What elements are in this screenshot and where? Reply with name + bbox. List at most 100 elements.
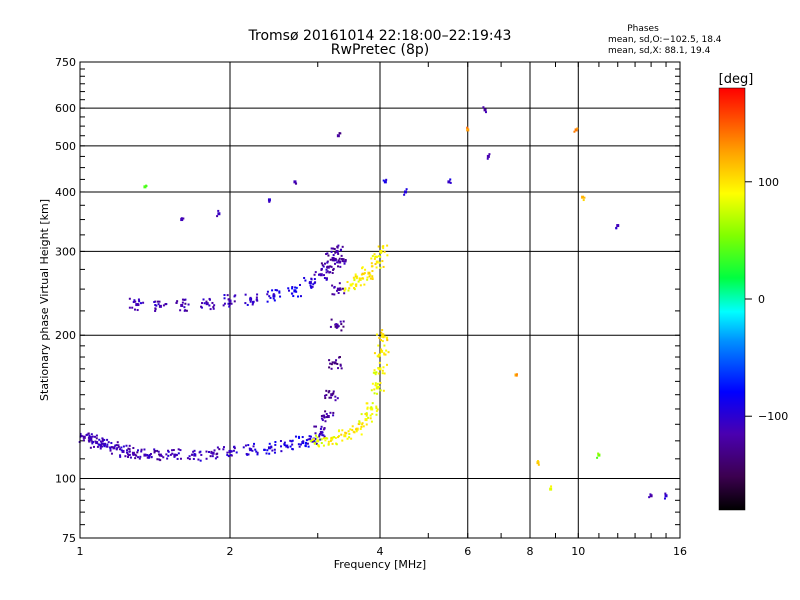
- echo-point: [301, 436, 304, 439]
- echo-point: [251, 303, 254, 306]
- echo-point: [182, 217, 185, 220]
- echo-point: [176, 300, 179, 303]
- echo-point: [325, 278, 328, 281]
- echo-point: [279, 295, 282, 298]
- echo-point: [106, 443, 109, 446]
- echo-point: [357, 280, 360, 283]
- echo-point: [246, 303, 249, 306]
- echo-point: [330, 265, 333, 268]
- echo-point: [403, 193, 406, 196]
- echo-point: [133, 308, 136, 311]
- echo-point: [378, 385, 381, 388]
- echo-point: [87, 432, 90, 435]
- echo-point: [160, 454, 163, 457]
- echo-point: [226, 294, 229, 297]
- echo-point: [109, 447, 112, 450]
- echo-point: [216, 452, 219, 455]
- echo-point: [95, 434, 98, 437]
- echo-point: [337, 292, 340, 295]
- echo-point: [255, 296, 258, 299]
- echo-point: [340, 433, 343, 436]
- echo-point: [331, 284, 334, 287]
- echo-point: [383, 250, 386, 253]
- echo-point: [320, 267, 323, 270]
- echo-point: [313, 425, 316, 428]
- echo-point: [369, 417, 372, 420]
- echo-point: [365, 414, 368, 417]
- data-point: [381, 333, 385, 337]
- echo-point: [344, 288, 347, 291]
- echo-point: [346, 437, 349, 440]
- echo-point: [202, 298, 205, 301]
- echo-point: [304, 444, 307, 447]
- echo-point: [381, 329, 384, 332]
- echo-point: [265, 452, 268, 455]
- echo-point: [276, 289, 279, 292]
- echo-point: [183, 309, 186, 312]
- data-point: [331, 256, 335, 260]
- echo-point: [139, 302, 142, 305]
- echo-point: [320, 268, 323, 271]
- echo-point: [156, 449, 159, 452]
- echo-point: [347, 289, 350, 292]
- echo-point: [186, 457, 189, 460]
- echo-point: [582, 199, 585, 202]
- y-tick-label: 600: [55, 102, 76, 115]
- echo-point: [382, 179, 385, 182]
- echo-point: [376, 355, 379, 358]
- series-3: [343, 244, 389, 292]
- echo-point: [376, 392, 379, 395]
- echo-point: [326, 437, 329, 440]
- echo-point: [449, 181, 452, 184]
- echo-point: [273, 448, 276, 451]
- echo-point: [234, 294, 237, 297]
- echo-point: [346, 281, 349, 284]
- echo-point: [374, 382, 377, 385]
- echo-point: [192, 457, 195, 460]
- x-tick-label: 10: [571, 545, 585, 558]
- echo-point: [115, 444, 118, 447]
- echo-point: [342, 320, 345, 323]
- echo-point: [335, 326, 338, 329]
- echo-point: [314, 434, 317, 437]
- echo-point: [309, 440, 312, 443]
- echo-point: [171, 449, 174, 452]
- echo-point: [343, 292, 346, 295]
- echo-point: [318, 434, 321, 437]
- echo-point: [576, 127, 579, 130]
- data-point: [143, 185, 147, 189]
- echo-point: [328, 390, 331, 393]
- colorbar-ticks: 100 0 −100: [745, 176, 788, 423]
- echo-point: [313, 273, 316, 276]
- echo-point: [117, 444, 120, 447]
- echo-point: [82, 439, 85, 442]
- echo-point: [379, 261, 382, 264]
- echo-point: [304, 279, 307, 282]
- x-tick-label: 6: [464, 545, 471, 558]
- chart-subtitle: RwPretec (8p): [331, 42, 429, 58]
- data-point: [301, 441, 305, 445]
- echo-point: [375, 266, 378, 269]
- echo-point: [181, 301, 184, 304]
- echo-point: [379, 389, 382, 392]
- echo-point: [293, 290, 296, 293]
- echo-point: [181, 298, 184, 301]
- echo-point: [294, 435, 297, 438]
- echo-point: [331, 259, 334, 262]
- echo-point: [338, 282, 341, 285]
- echo-point: [323, 276, 326, 279]
- echo-point: [326, 261, 329, 264]
- echo-point: [297, 443, 300, 446]
- echo-point: [363, 283, 366, 286]
- echo-point: [332, 247, 335, 250]
- echo-point: [263, 448, 266, 451]
- echo-point: [172, 449, 175, 452]
- echo-point: [348, 436, 351, 439]
- echo-point: [138, 457, 141, 460]
- echo-point: [342, 258, 345, 261]
- echo-point: [374, 263, 377, 266]
- echo-point: [337, 436, 340, 439]
- echo-point: [330, 436, 333, 439]
- echo-point: [203, 302, 206, 305]
- echo-point: [116, 447, 119, 450]
